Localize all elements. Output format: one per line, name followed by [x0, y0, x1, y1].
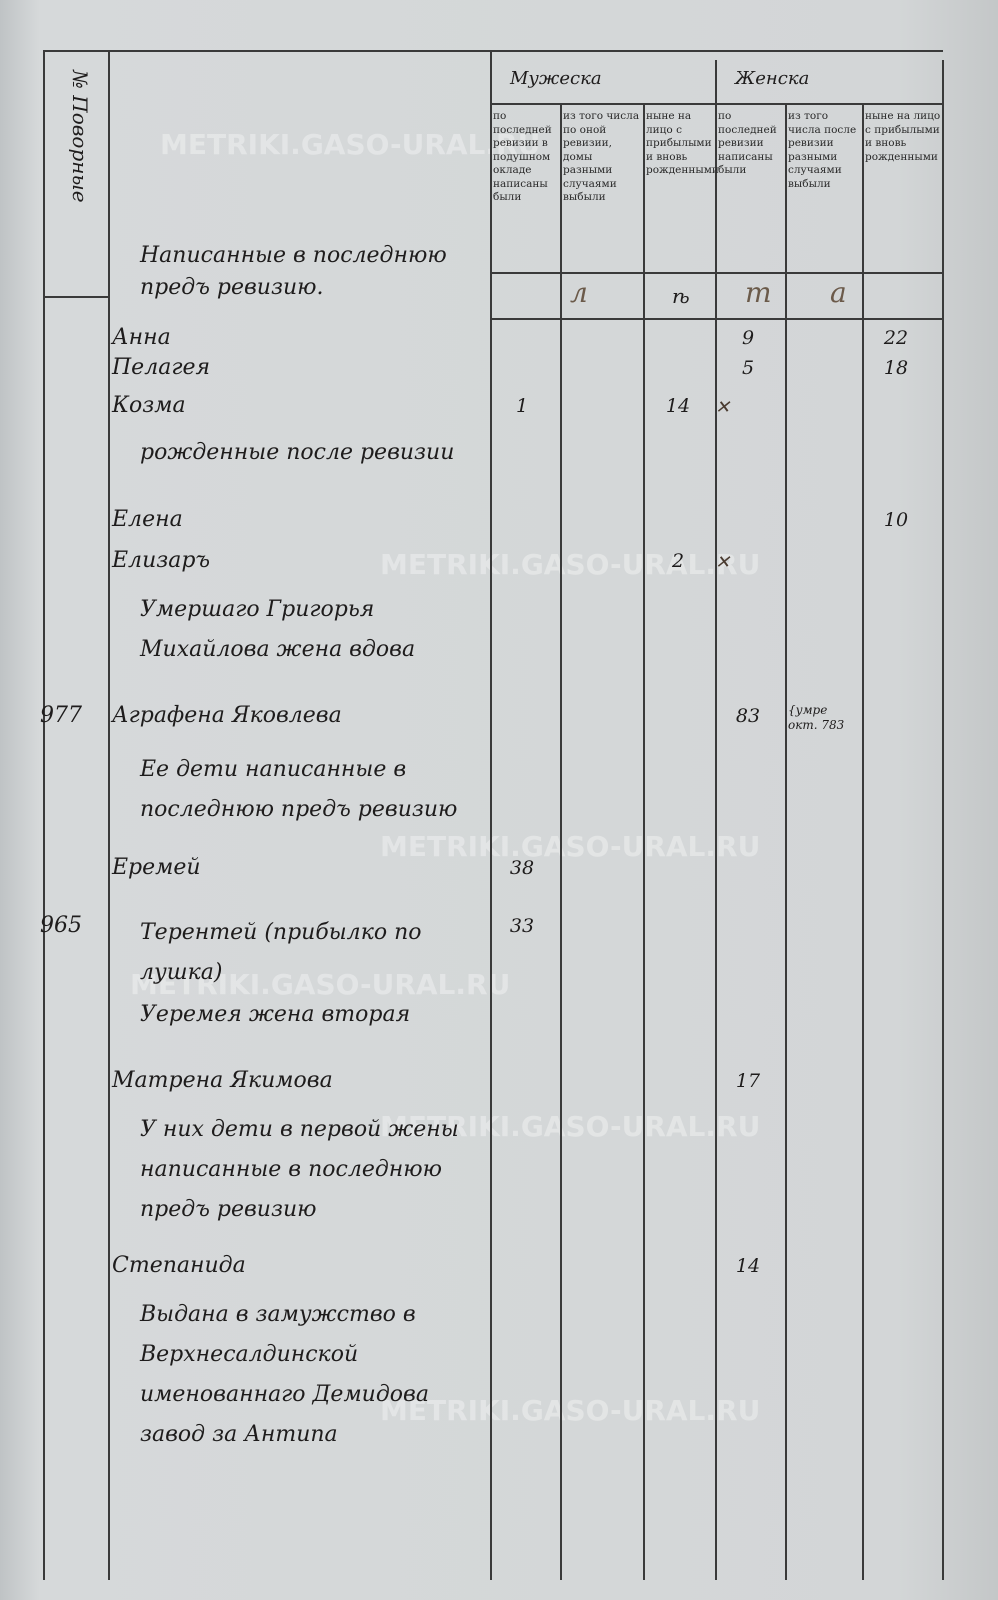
cross-mark: ✕ [715, 397, 731, 418]
entry-name: Выдана в замужство в Верхнесалдинской им… [140, 1302, 429, 1447]
entry-name: Ее дети написанные в последнюю предъ рев… [140, 757, 458, 822]
entry-name: Аграфена Яковлева [112, 703, 342, 728]
female-col-2-header: из того числа после ревизии разными случ… [788, 110, 857, 190]
entry-count: 10 [883, 509, 909, 531]
entry-count: 14 [665, 395, 691, 417]
entry-name: Матрена Якимова [112, 1068, 333, 1093]
female-col-1-header: по последней ревизии написаны были [718, 110, 777, 176]
death-note: {умре окт. 783 [788, 703, 845, 732]
entry-name: Уеремея жена вторая [140, 1002, 411, 1027]
cross-mark: ✕ [715, 552, 731, 573]
rule [560, 103, 562, 1580]
watermark: METRIKI.GASO-URAL.RU [130, 968, 511, 1001]
entry-name: Умершаго Григорья Михайлова жена вдова [140, 597, 416, 662]
entry-name: Анна [112, 325, 171, 350]
rule [862, 103, 864, 1580]
watermark: METRIKI.GASO-URAL.RU [380, 1110, 761, 1143]
rule [643, 103, 645, 1580]
entry-name: Степанида [112, 1253, 246, 1278]
entry-count: 1 [515, 395, 529, 417]
rule [43, 50, 943, 52]
entry-name: рожденные после ревизии [140, 440, 455, 465]
rule [108, 50, 110, 1580]
watermark: METRIKI.GASO-URAL.RU [160, 128, 541, 161]
entry-name: Еремей [112, 855, 201, 880]
female-col-3-header: ныне на лицо с прибылыми и вновь рожденн… [865, 110, 941, 163]
watermark: METRIKI.GASO-URAL.RU [380, 548, 761, 581]
rule [785, 103, 787, 1580]
entry-name: Козма [112, 393, 186, 418]
years-label: ѣ [672, 284, 690, 308]
years-label: т [745, 276, 772, 309]
entry-count: 33 [509, 915, 535, 937]
yard-number-header: № Поворные [68, 70, 92, 203]
entry-count: 14 [735, 1255, 761, 1277]
entry-number: 977 [40, 703, 82, 728]
entry-count: 38 [509, 857, 535, 879]
male-col-1-header: по последней ревизии в подушном окладе н… [493, 110, 552, 203]
female-header: Женска [735, 68, 810, 89]
male-col-3-header: ныне на лицо с прибылыми и вновь рожденн… [646, 110, 719, 176]
watermark: METRIKI.GASO-URAL.RU [380, 1394, 761, 1427]
entry-count: 5 [741, 357, 755, 379]
rule [715, 60, 717, 1580]
entry-name: Елизаръ [112, 548, 211, 573]
years-label: л [570, 276, 588, 309]
rule [43, 296, 108, 298]
entry-count: 17 [735, 1070, 761, 1092]
male-header: Мужеска [510, 68, 602, 89]
entry-name: Терентей (прибылко по лушка) [140, 920, 422, 985]
entry-name: Елена [112, 507, 183, 532]
years-label: а [830, 276, 847, 309]
rule [942, 60, 944, 1580]
entry-count: 9 [741, 327, 755, 349]
entry-name: Пелагея [112, 355, 211, 380]
entry-number: 965 [40, 913, 82, 938]
entry-name: У них дети в первой жены написанные в по… [140, 1117, 459, 1222]
male-col-2-header: из того числа по оной ревизии, домы разн… [563, 110, 640, 203]
entry-count: 18 [883, 357, 909, 379]
entry-count: 22 [883, 327, 909, 349]
entry-count: 83 [735, 705, 761, 727]
rule [490, 50, 492, 1580]
watermark: METRIKI.GASO-URAL.RU [380, 830, 761, 863]
entry-count: 2 [671, 550, 685, 572]
section-title: Написанные в последнюю предъ ревизию. [140, 243, 447, 300]
rule [43, 50, 45, 1580]
